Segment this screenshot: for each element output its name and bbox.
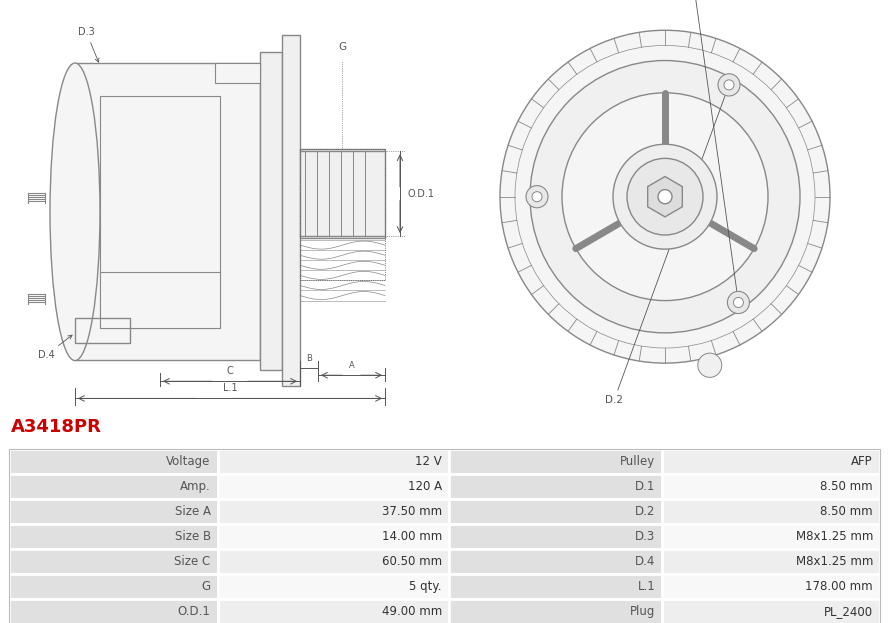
Circle shape <box>627 158 703 235</box>
Text: O.D.1: O.D.1 <box>408 189 435 199</box>
Text: AFP: AFP <box>852 455 873 468</box>
Bar <box>100 272 220 328</box>
Text: 5 qty.: 5 qty. <box>409 580 442 593</box>
Circle shape <box>724 80 734 90</box>
Circle shape <box>613 145 717 249</box>
FancyBboxPatch shape <box>449 449 662 474</box>
FancyBboxPatch shape <box>449 474 662 499</box>
FancyBboxPatch shape <box>9 574 218 599</box>
FancyBboxPatch shape <box>218 574 449 599</box>
FancyBboxPatch shape <box>218 449 449 474</box>
FancyBboxPatch shape <box>662 525 880 549</box>
Text: D.1: D.1 <box>685 0 740 299</box>
Circle shape <box>698 353 722 378</box>
Text: Pulley: Pulley <box>620 455 655 468</box>
FancyBboxPatch shape <box>662 574 880 599</box>
Text: 120 A: 120 A <box>408 480 442 493</box>
Bar <box>100 96 220 328</box>
FancyBboxPatch shape <box>449 574 662 599</box>
FancyBboxPatch shape <box>662 549 880 574</box>
Text: A: A <box>349 361 355 370</box>
Text: D.3: D.3 <box>78 27 99 62</box>
Text: 8.50 mm: 8.50 mm <box>821 505 873 518</box>
FancyBboxPatch shape <box>9 525 218 549</box>
Text: D.2: D.2 <box>635 505 655 518</box>
Text: D.4: D.4 <box>38 335 72 360</box>
Text: 8.50 mm: 8.50 mm <box>821 480 873 493</box>
FancyBboxPatch shape <box>9 599 218 623</box>
Text: M8x1.25 mm: M8x1.25 mm <box>796 555 873 568</box>
Circle shape <box>733 297 743 308</box>
FancyBboxPatch shape <box>9 449 218 474</box>
Text: 14.00 mm: 14.00 mm <box>381 530 442 543</box>
Text: B: B <box>306 354 312 363</box>
Text: Size C: Size C <box>174 555 211 568</box>
Text: C: C <box>227 366 234 376</box>
Circle shape <box>658 189 672 204</box>
Text: 60.50 mm: 60.50 mm <box>381 555 442 568</box>
FancyBboxPatch shape <box>449 599 662 623</box>
Text: G: G <box>338 42 346 52</box>
Circle shape <box>526 186 548 208</box>
Circle shape <box>718 74 740 96</box>
Bar <box>300 150 385 280</box>
Text: M8x1.25 mm: M8x1.25 mm <box>796 530 873 543</box>
Text: G: G <box>202 580 211 593</box>
Text: D.2: D.2 <box>605 88 728 406</box>
Text: 37.50 mm: 37.50 mm <box>381 505 442 518</box>
Text: D.4: D.4 <box>635 555 655 568</box>
Circle shape <box>500 31 830 363</box>
FancyBboxPatch shape <box>662 449 880 474</box>
Circle shape <box>532 192 542 202</box>
Circle shape <box>530 60 800 333</box>
Text: Amp.: Amp. <box>180 480 211 493</box>
FancyBboxPatch shape <box>218 549 449 574</box>
Bar <box>75 62 260 360</box>
FancyBboxPatch shape <box>218 474 449 499</box>
Text: Plug: Plug <box>629 606 655 618</box>
Circle shape <box>727 292 749 313</box>
Text: D.3: D.3 <box>635 530 655 543</box>
FancyBboxPatch shape <box>218 499 449 525</box>
Text: D.1: D.1 <box>635 480 655 493</box>
Text: 12 V: 12 V <box>415 455 442 468</box>
FancyBboxPatch shape <box>9 499 218 525</box>
Text: Size B: Size B <box>174 530 211 543</box>
Text: L.1: L.1 <box>222 383 237 393</box>
Text: 178.00 mm: 178.00 mm <box>805 580 873 593</box>
Text: O.D.1: O.D.1 <box>178 606 211 618</box>
Bar <box>260 52 282 370</box>
Circle shape <box>562 93 768 300</box>
Text: Voltage: Voltage <box>166 455 211 468</box>
Text: L.1: L.1 <box>637 580 655 593</box>
FancyBboxPatch shape <box>449 499 662 525</box>
Text: 49.00 mm: 49.00 mm <box>381 606 442 618</box>
FancyBboxPatch shape <box>218 525 449 549</box>
Bar <box>282 36 300 386</box>
FancyBboxPatch shape <box>9 474 218 499</box>
Polygon shape <box>648 176 683 217</box>
Text: Size A: Size A <box>175 505 211 518</box>
Bar <box>300 150 385 238</box>
FancyBboxPatch shape <box>449 525 662 549</box>
FancyBboxPatch shape <box>662 499 880 525</box>
FancyBboxPatch shape <box>9 549 218 574</box>
Bar <box>215 62 260 83</box>
FancyBboxPatch shape <box>662 599 880 623</box>
FancyBboxPatch shape <box>449 549 662 574</box>
FancyBboxPatch shape <box>218 599 449 623</box>
Text: PL_2400: PL_2400 <box>824 606 873 618</box>
Ellipse shape <box>50 63 100 361</box>
Text: A3418PR: A3418PR <box>11 417 101 435</box>
Bar <box>75 318 130 343</box>
FancyBboxPatch shape <box>662 474 880 499</box>
